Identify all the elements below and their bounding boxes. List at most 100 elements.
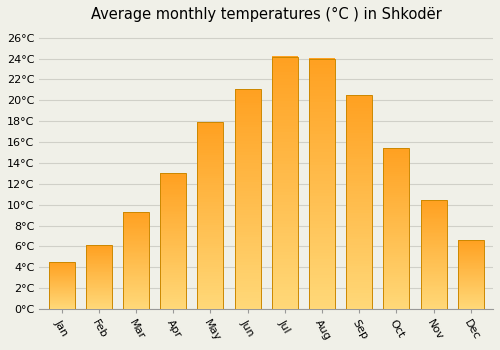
Bar [420,217,446,218]
Bar [123,230,149,231]
Bar [123,307,149,308]
Bar [458,252,484,253]
Bar [160,224,186,226]
Bar [458,248,484,249]
Bar [420,249,446,251]
Bar [160,297,186,299]
Bar [458,269,484,270]
Bar [384,248,409,251]
Bar [160,256,186,258]
Bar [234,259,260,262]
Bar [272,94,298,98]
Bar [458,267,484,268]
Bar [198,146,224,148]
Bar [458,296,484,297]
Bar [309,112,335,115]
Bar [272,145,298,148]
Bar [198,237,224,239]
Bar [234,94,260,97]
Bar [198,122,224,309]
Bar [123,280,149,281]
Bar [309,143,335,146]
Bar [123,300,149,302]
Bar [309,181,335,184]
Bar [309,146,335,149]
Bar [86,261,112,262]
Bar [160,292,186,294]
Bar [272,66,298,69]
Bar [198,244,224,246]
Bar [48,289,74,290]
Bar [86,294,112,295]
Bar [346,280,372,282]
Bar [420,221,446,222]
Bar [309,215,335,218]
Bar [346,287,372,290]
Bar [346,103,372,106]
Bar [309,237,335,240]
Bar [272,148,298,151]
Bar [123,252,149,253]
Bar [160,244,186,246]
Bar [198,162,224,164]
Bar [160,246,186,248]
Bar [384,289,409,291]
Bar [272,284,298,287]
Bar [160,280,186,282]
Bar [458,248,484,250]
Bar [234,254,260,257]
Bar [346,231,372,234]
Bar [123,258,149,259]
Bar [346,138,372,141]
Bar [458,303,484,304]
Bar [160,290,186,292]
Bar [384,217,409,219]
Bar [198,295,224,298]
Bar [123,284,149,285]
Bar [346,269,372,272]
Bar [234,240,260,243]
Bar [420,240,446,241]
Bar [160,261,186,263]
Bar [458,243,484,244]
Bar [123,259,149,260]
Bar [272,78,298,82]
Bar [458,282,484,283]
Bar [309,174,335,177]
Bar [309,165,335,168]
Bar [272,151,298,154]
Bar [234,284,260,287]
Bar [420,230,446,232]
Bar [123,256,149,257]
Bar [309,246,335,250]
Bar [86,275,112,276]
Bar [160,236,186,238]
Bar [160,175,186,177]
Bar [384,267,409,269]
Bar [346,151,372,154]
Bar [346,167,372,170]
Bar [346,191,372,194]
Bar [309,190,335,193]
Bar [309,71,335,74]
Bar [420,228,446,229]
Bar [198,183,224,185]
Bar [86,269,112,270]
Bar [160,209,186,211]
Bar [272,268,298,271]
Bar [458,266,484,267]
Bar [272,290,298,293]
Bar [123,286,149,287]
Bar [123,263,149,264]
Bar [160,201,186,202]
Bar [384,198,409,201]
Bar [384,273,409,275]
Bar [234,174,260,177]
Bar [458,270,484,271]
Bar [272,173,298,176]
Bar [458,244,484,245]
Bar [272,142,298,145]
Bar [272,180,298,183]
Bar [86,268,112,269]
Bar [384,279,409,281]
